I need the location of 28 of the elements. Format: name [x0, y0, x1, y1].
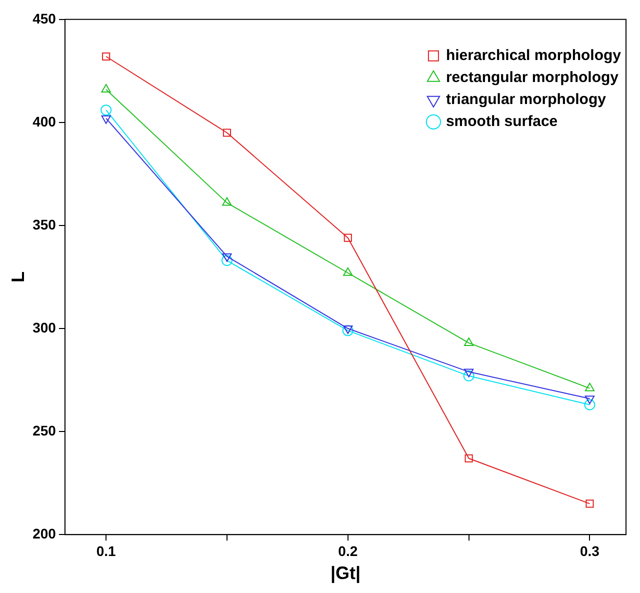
y-tick-label: 400 [32, 113, 56, 130]
point [222, 128, 232, 137]
x-tick-label: 0.2 [338, 542, 358, 559]
y-axis-title: L [8, 272, 28, 282]
point [464, 454, 473, 462]
legend-label: smooth surface [446, 113, 558, 130]
legend-label: rectangular morphology [446, 69, 620, 86]
point [101, 115, 111, 124]
y-tick-label: 300 [32, 319, 56, 336]
point [584, 399, 596, 410]
point [584, 396, 595, 404]
point [100, 104, 112, 116]
y-tick-label: 250 [32, 422, 56, 438]
x-tick-label: 0.3 [580, 542, 600, 559]
point [586, 500, 594, 508]
point [222, 253, 232, 262]
point [463, 370, 474, 382]
y-tick-label: 450 [32, 10, 56, 26]
legend-label: triangular morphology [446, 91, 607, 108]
point [102, 52, 110, 61]
x-tick-label: 0.1 [96, 542, 116, 559]
y-tick-label: 350 [32, 216, 56, 232]
y-tick-label: 200 [32, 525, 56, 542]
legend-label: hierarchical morphology [446, 47, 622, 64]
point [344, 234, 352, 242]
point [221, 255, 232, 266]
x-axis-title: |Gt| [330, 563, 361, 584]
point [464, 368, 474, 378]
